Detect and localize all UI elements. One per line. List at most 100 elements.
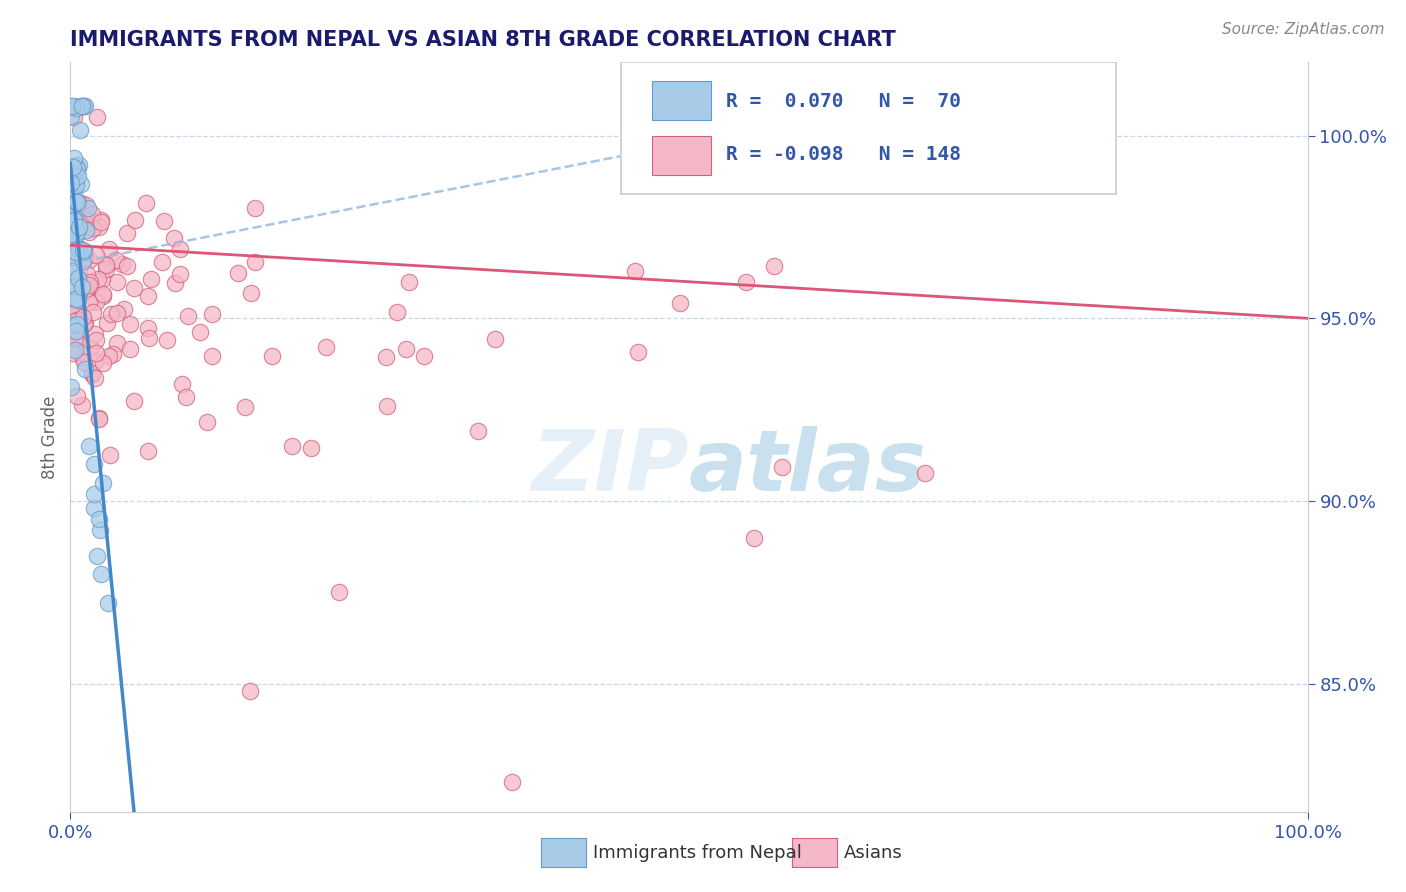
Point [60,338,83,352]
Point [65,162,87,177]
Point [101,347,124,361]
Point [122,281,145,295]
Point [80,367,103,381]
Point [97,349,120,363]
Point [152,255,174,269]
Point [62,248,84,262]
Point [201,307,224,321]
Point [60,300,83,314]
Point [67,305,90,319]
Point [62,194,84,209]
Point [63,343,86,358]
Point [66,312,89,326]
Point [62,250,84,264]
Point [67,293,90,308]
Point [67,323,90,337]
FancyBboxPatch shape [652,136,711,175]
Point [83,487,105,501]
Point [62,180,84,194]
Point [763,260,786,274]
Point [70,196,93,211]
Point [62,160,84,174]
Point [65,157,87,171]
Point [96,316,118,330]
Point [243,201,266,215]
Point [100,308,122,322]
Point [73,251,96,265]
FancyBboxPatch shape [652,81,711,120]
Point [59,215,82,229]
Point [98,449,121,463]
Point [59,176,82,190]
Point [91,286,114,301]
Point [239,684,262,698]
Point [60,277,83,292]
Point [200,349,222,363]
Point [60,244,83,259]
Text: Source: ZipAtlas.com: Source: ZipAtlas.com [1222,22,1385,37]
Point [66,161,89,175]
Point [83,326,105,341]
Point [84,248,107,262]
Point [188,325,211,339]
Text: R = -0.098   N = 148: R = -0.098 N = 148 [725,145,962,164]
Point [124,393,146,408]
Point [67,241,90,255]
Text: R =  0.070   N =  70: R = 0.070 N = 70 [725,92,962,111]
Point [163,231,186,245]
Point [70,280,93,294]
Point [66,271,89,285]
Point [79,276,101,290]
Point [90,215,112,229]
Point [67,195,90,210]
Point [84,345,107,359]
Point [69,337,91,351]
Point [239,285,262,300]
Point [70,99,93,113]
Point [115,226,138,240]
Point [75,362,97,376]
Text: Immigrants from Nepal: Immigrants from Nepal [593,844,803,862]
Point [72,209,94,223]
Point [315,340,337,354]
Point [91,356,114,370]
Point [66,318,89,332]
Point [62,99,84,113]
Point [120,343,142,357]
Point [65,244,87,259]
Point [120,317,142,331]
Point [735,275,758,289]
Point [82,305,104,319]
Point [93,475,115,490]
Point [60,99,83,113]
Point [67,306,90,320]
Point [76,267,98,281]
Point [65,326,87,340]
Point [60,227,83,242]
Point [66,225,89,239]
Point [87,512,110,526]
Point [66,317,89,331]
Point [742,531,765,545]
Point [84,354,107,368]
Point [60,242,83,256]
Point [328,585,350,599]
Point [105,306,128,320]
Point [62,307,84,321]
Point [67,220,90,235]
Point [83,501,105,516]
Point [70,99,93,113]
Point [63,314,86,328]
Point [105,276,128,290]
Point [67,244,90,258]
Point [86,333,108,347]
Point [226,267,249,281]
Point [163,277,186,291]
Point [83,458,105,472]
Point [63,191,86,205]
Point [135,196,157,211]
Point [89,411,111,425]
Point [70,351,93,365]
Point [153,214,176,228]
Point [385,305,408,319]
